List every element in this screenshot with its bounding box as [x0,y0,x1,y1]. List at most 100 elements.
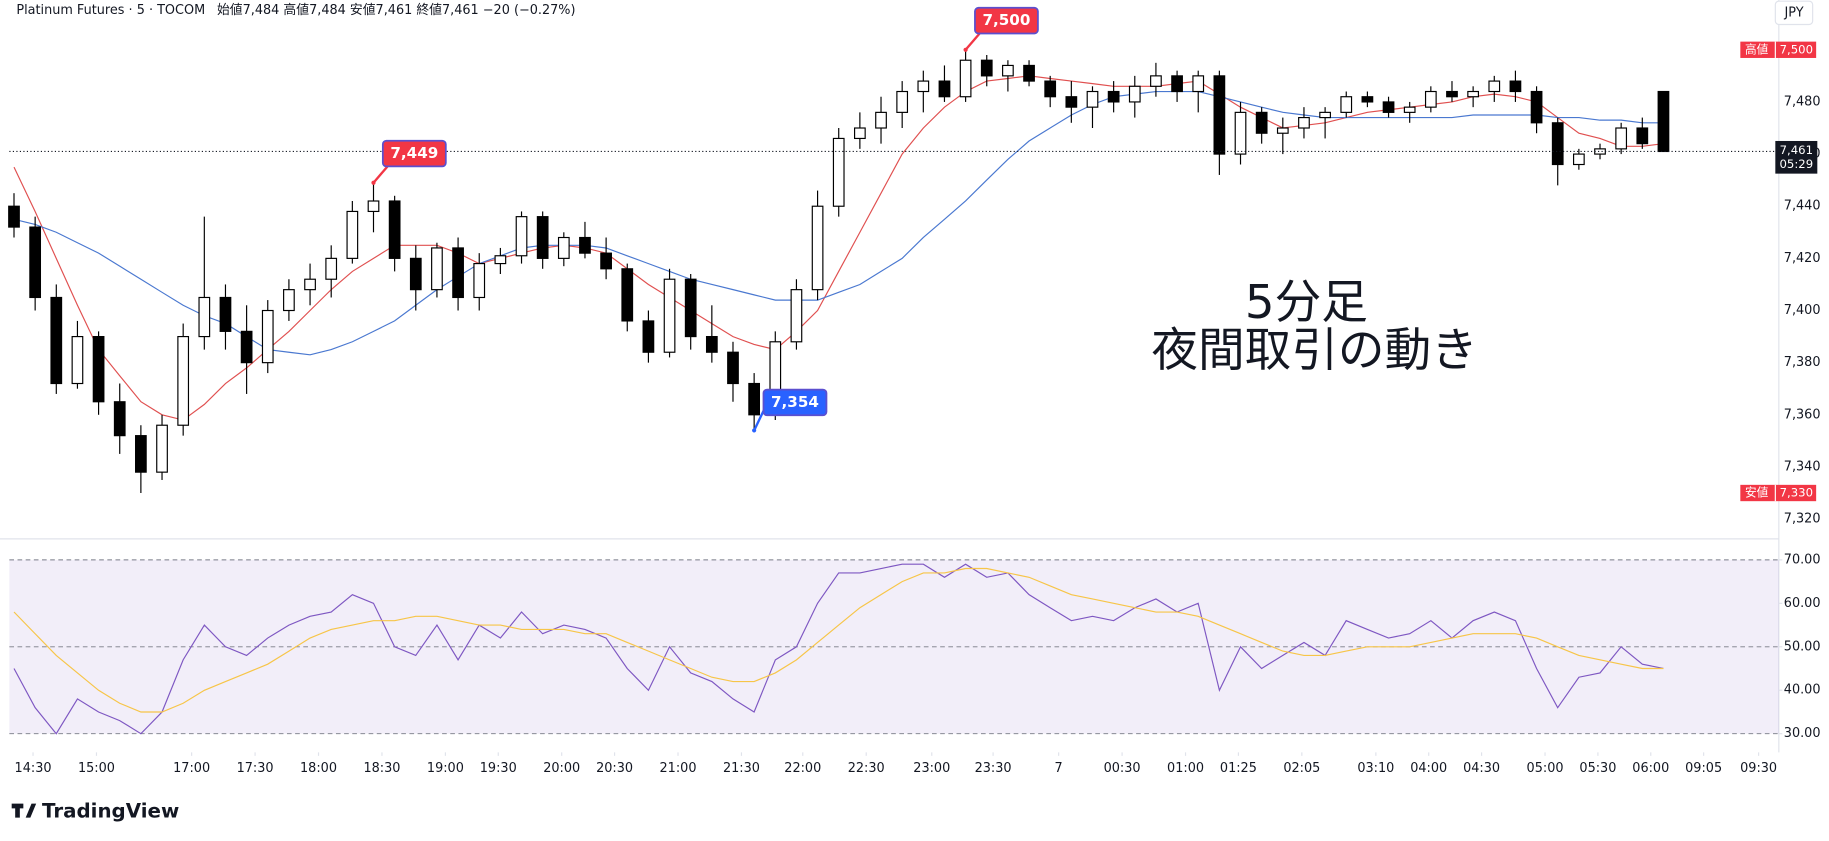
candle-body [1213,75,1226,155]
candle-body [346,210,359,259]
candle-body [473,262,486,299]
candle-body [1551,122,1564,166]
x-tick-label: 17:30 [237,761,274,776]
x-tick-label: 22:30 [848,761,885,776]
candle-body [938,80,951,98]
x-tick-label: 00:30 [1104,761,1141,776]
x-tick-label: 05:00 [1527,761,1564,776]
currency[interactable]: JPY [1783,5,1803,20]
candle-body [1530,90,1543,124]
y-tick-label: 7,440 [1784,199,1821,214]
candle-body [684,278,697,338]
candle-body [705,335,718,353]
callout-label: 7,500 [982,11,1030,29]
candle-body [8,205,20,228]
x-tick-label: 20:30 [596,761,633,776]
y-tick-label: 7,380 [1784,355,1821,370]
x-tick-label: 21:30 [723,761,760,776]
candle-body [1298,116,1310,129]
candle-body [1446,90,1458,98]
price-tag [1740,41,1817,58]
candle-body [367,200,380,213]
candle-body [1424,90,1437,108]
candle-body [917,80,930,93]
last-price: 7,461 [1780,143,1813,157]
callout-label: 7,354 [771,393,819,411]
candle-body [1509,80,1522,93]
candle-body [1340,96,1353,113]
candle-body [980,59,993,77]
y-tick-label: 7,480 [1784,94,1821,109]
x-tick-label: 17:00 [173,761,210,776]
callout-pointer [964,32,981,51]
x-tick-label: 19:30 [480,761,517,776]
candle-body [1255,111,1268,134]
y-tick-label: 30.00 [1784,726,1821,741]
last-price-tag [1775,140,1818,174]
candle-body [1657,90,1670,153]
countdown: 05:29 [1780,157,1814,171]
price-tag-name: 安値 [1745,486,1769,500]
candle-body [1128,85,1141,103]
candle-body [790,289,803,343]
logo-mark [11,803,37,818]
x-tick-label: 19:00 [427,761,464,776]
brand-name: TradingView [42,799,179,822]
y-tick-label: 60.00 [1784,596,1821,611]
candle-body [600,252,612,270]
candle-body [579,236,591,254]
candle-body [156,424,168,473]
x-tick-label: 04:30 [1463,761,1500,776]
candle-body [304,278,316,291]
candle-body [1107,90,1120,103]
candle-body [1572,153,1585,166]
candle-body [1044,80,1057,98]
y-tick-label: 7,320 [1784,512,1821,527]
x-tick-label: 20:00 [543,761,580,776]
candle-body [1403,106,1416,113]
y-tick-label: 50.00 [1784,639,1821,654]
callout-box [381,139,447,168]
candle-body [557,236,570,259]
candle-body [1594,148,1606,155]
candle-body [621,268,634,322]
y-tick-label: 7,420 [1784,251,1821,266]
candle-body [1361,96,1374,103]
candle-body [727,351,739,385]
candle-body [494,255,507,265]
currency-button[interactable] [1774,0,1814,26]
y-tick-label: 70.00 [1784,552,1821,567]
x-tick-label: 18:30 [363,761,400,776]
symbol: Platinum Futures · 5 · TOCOM [16,3,205,18]
candle-body [1319,111,1331,119]
candle-body [536,216,549,259]
price-tag [1740,484,1817,502]
brand-logo: TradingView [11,799,179,822]
candle-body [219,296,232,332]
candle-body [1276,127,1289,134]
x-tick-label: 03:10 [1357,761,1394,776]
x-tick-label: 21:00 [660,761,697,776]
y-tick-label: 7,360 [1784,407,1821,422]
x-tick-label: 18:00 [300,761,337,776]
x-tick-label: 05:30 [1579,761,1616,776]
candle-body [452,247,464,299]
candle-body [325,257,338,280]
candle-body [875,111,887,129]
candle-body [198,296,211,338]
ohlc-summary: 始値7,484 高値7,484 安値7,461 終値7,461 −20 (−0.… [217,2,576,18]
note-line: 夜間取引の動き [1151,324,1478,378]
candle-body [29,226,42,299]
candle-body [177,335,190,426]
candle-body [92,335,105,403]
candle-body [1234,111,1247,155]
x-tick-label: 7 [1055,761,1063,776]
candle-body [50,296,63,385]
note-line: 5分足 [1245,276,1368,330]
x-tick-label: 06:00 [1632,761,1669,776]
candle-body [388,200,401,259]
candle-body [1382,101,1395,113]
callout-box [762,388,828,417]
